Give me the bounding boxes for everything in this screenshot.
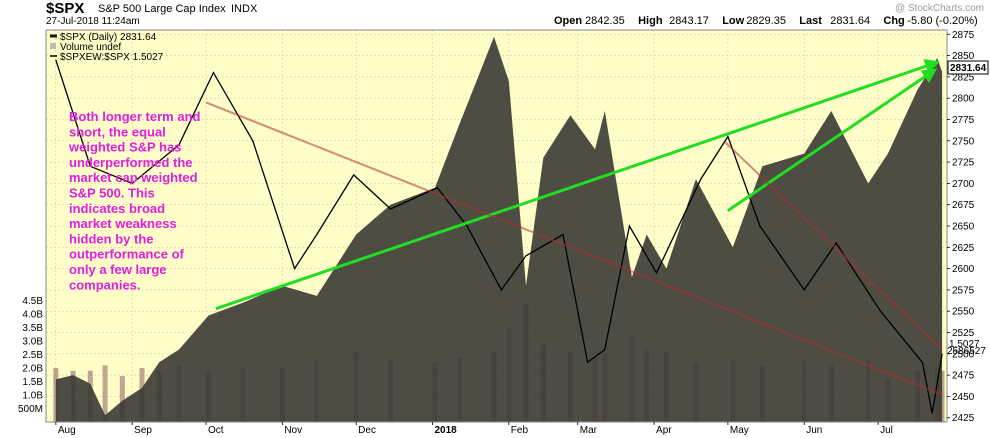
volume-tick-label: 2.0B [22,364,43,375]
annotation-line: S&P 500. This [69,186,155,201]
annotation-line: market weakness [69,216,177,231]
overlay-value-label: 2586527 [947,346,986,357]
legend-price: $SPX (Daily) 2831.64 [60,32,157,43]
annotation-line: underperformed the [69,155,193,170]
quote-value-last: 2831.64 [830,15,870,27]
price-tick-label: 2450 [952,392,975,403]
quote-label-low: Low [722,15,744,27]
quote-value-chg: -5.80 (-0.20%) [907,15,977,27]
chart-timestamp: 27-Jul-2018 11:24am [46,16,140,27]
annotation-line: hidden by the [69,231,154,246]
price-tick-label: 2475 [952,371,975,382]
volume-axis: 500M 1.0B 1.5B 2.0B 2.5B 3.0B 3.5B 4.0B 4.5B [18,296,43,415]
chart-legend: $SPX (Daily) 2831.64 Volume undef $SPXEW… [50,32,164,63]
x-tick-label: Sep [134,425,152,436]
x-tick-label: May [730,425,749,436]
chart-exchange: INDX [231,3,258,15]
x-tick-label: Oct [208,425,224,436]
price-tick-label: 2425 [952,413,975,424]
volume-tick-label: 500M [18,404,43,415]
annotation-line: indicates broad [69,201,165,216]
price-tick-label: 2550 [952,307,975,318]
volume-tick-label: 1.5B [22,377,43,388]
price-tick-label: 2650 [952,222,975,233]
price-tick-label: 2625 [952,243,975,254]
plot-area [45,29,948,423]
volume-tick-label: 2.5B [22,350,43,361]
quote-label-last: Last [799,15,822,27]
trendline-green [727,68,938,212]
price-tick-label: 2700 [952,179,975,190]
last-price-label: 2831.64 [950,63,987,74]
x-tick-label: 2018 [434,425,457,436]
price-area-series [55,36,943,423]
price-tick-label: 2725 [952,158,975,169]
last-price-tag: 2831.64 [947,60,989,75]
trendline-red [724,141,943,351]
legend-volume: Volume undef [60,42,121,53]
last-price-box [947,60,989,75]
legend-ratio: $SPXEW:$SPX 1.5027 [60,52,164,63]
x-tick-label: Mar [580,425,598,436]
ratio-line-series [55,59,943,414]
quote-label-high: High [638,15,663,27]
annotation-line: companies. [69,277,141,292]
x-tick-label: Nov [284,425,302,436]
watermark: @ StockCharts.com [895,3,984,14]
price-tick-label: 2575 [952,285,975,296]
volume-tick-label: 1.0B [22,391,43,402]
ratio-value-label: 1.5027 [949,339,980,350]
price-tick-label: 2500 [952,349,975,360]
volume-bar [119,376,125,422]
chart-header: $SPX S&P 500 Large Cap Index INDX 27-Jul… [46,0,984,27]
quote-value-low: 2829.35 [746,15,786,27]
trendline-red [205,101,943,396]
quote-label-open: Open [554,15,582,27]
volume-tick-label: 3.0B [22,337,43,348]
trendline-green [215,59,940,311]
price-tick-label: 2750 [952,136,975,147]
x-axis: Aug Sep Oct Nov Dec 2018 Feb Mar Apr May Jun Jul [55,422,893,436]
x-tick-label: Feb [511,425,529,436]
price-tick-label: 2800 [952,94,975,105]
quote-value-high: 2843.17 [669,15,709,27]
legend-swatch-volume [50,43,56,49]
price-axis: 2425 2450 2475 2500 2525 2550 2575 2600 2625 2650… [947,30,975,424]
price-tick-label: 2850 [952,51,975,62]
price-tick-label: 2675 [952,200,975,211]
price-tick-label: 2775 [952,115,975,126]
x-tick-label: Apr [656,425,672,436]
price-tick-label: 2600 [952,264,975,275]
quote-label-chg: Chg [883,15,904,27]
annotation-line: outperformance of [69,247,185,262]
annotation-line: short, the equal [69,124,166,139]
annotation-line: Both longer term and [69,109,201,124]
annotation-line: only a few large [69,262,167,277]
price-tick-label: 2875 [952,30,975,41]
annotation-line: market cap weighted [69,170,198,185]
volume-tick-label: 4.0B [22,310,43,321]
x-tick-label: Dec [358,425,376,436]
quote-value-open: 2842.35 [585,15,625,27]
price-tick-label: 2525 [952,328,975,339]
volume-tick-label: 4.5B [22,296,43,307]
chart-symbol: $SPX [46,0,84,17]
trendlines [205,59,943,396]
ratio-tags: 1.5027 2586527 [947,339,986,357]
volume-tick-label: 3.5B [22,323,43,334]
chart-index-name: S&P 500 Large Cap Index [98,3,226,15]
quote-row: Open 2842.35 High 2843.17 Low 2829.35 Last 2831… [554,15,978,27]
x-tick-label: Jun [806,425,822,436]
price-tick-label: 2825 [952,72,975,83]
x-tick-label: Jul [880,425,893,436]
volume-bar [102,365,108,422]
x-tick-label: Aug [58,425,76,436]
annotation-line: weighted S&P has [68,140,181,155]
